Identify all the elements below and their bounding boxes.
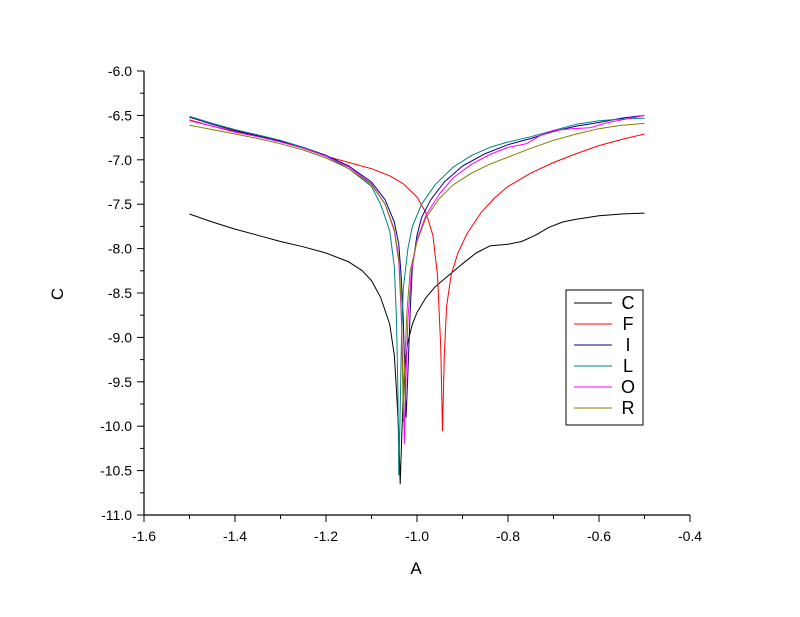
y-tick-label: -6.5 bbox=[108, 107, 132, 123]
legend-label-i: I bbox=[625, 335, 630, 355]
legend-box bbox=[565, 289, 644, 426]
y-tick-label: -9.5 bbox=[108, 374, 132, 390]
y-axis-title: C bbox=[48, 288, 67, 300]
x-tick-label: -1.2 bbox=[314, 528, 338, 544]
series-line-l bbox=[189, 115, 645, 476]
series-line-r bbox=[189, 122, 645, 423]
y-tick-label: -7.0 bbox=[108, 152, 132, 168]
x-tick-label: -0.6 bbox=[587, 528, 611, 544]
legend-label-f: F bbox=[623, 314, 634, 334]
x-tick-label: -0.8 bbox=[496, 528, 520, 544]
y-tick-label: -10.5 bbox=[100, 463, 132, 479]
series-line-o bbox=[189, 114, 645, 445]
y-tick-label: -7.5 bbox=[108, 196, 132, 212]
y-tick-label: -8.0 bbox=[108, 241, 132, 257]
x-tick-label: -1.6 bbox=[132, 528, 156, 544]
y-tick-label: -10.0 bbox=[100, 418, 132, 434]
x-tick-label: -1.4 bbox=[223, 528, 247, 544]
legend-label-r: R bbox=[622, 398, 635, 418]
y-tick-label: -8.5 bbox=[108, 285, 132, 301]
y-tick-label: -9.0 bbox=[108, 329, 132, 345]
series-layer bbox=[189, 114, 645, 485]
y-tick-label: -6.0 bbox=[108, 63, 132, 79]
axes-layer: -6.0 -6.5 -7.0 -7.5 -8.0 -8.5 -9.0 -9.5 -10.0 -10… bbox=[100, 63, 702, 544]
y-tick-label: -11.0 bbox=[101, 507, 132, 523]
legend-label-l: L bbox=[623, 356, 633, 376]
x-axis-title: A bbox=[410, 559, 422, 578]
x-tick-label: -1.0 bbox=[405, 528, 429, 544]
x-tick-label: -0.4 bbox=[678, 528, 702, 544]
legend-label-o: O bbox=[621, 377, 635, 397]
series-line-c bbox=[189, 212, 645, 485]
legend-label-c: C bbox=[622, 293, 635, 313]
